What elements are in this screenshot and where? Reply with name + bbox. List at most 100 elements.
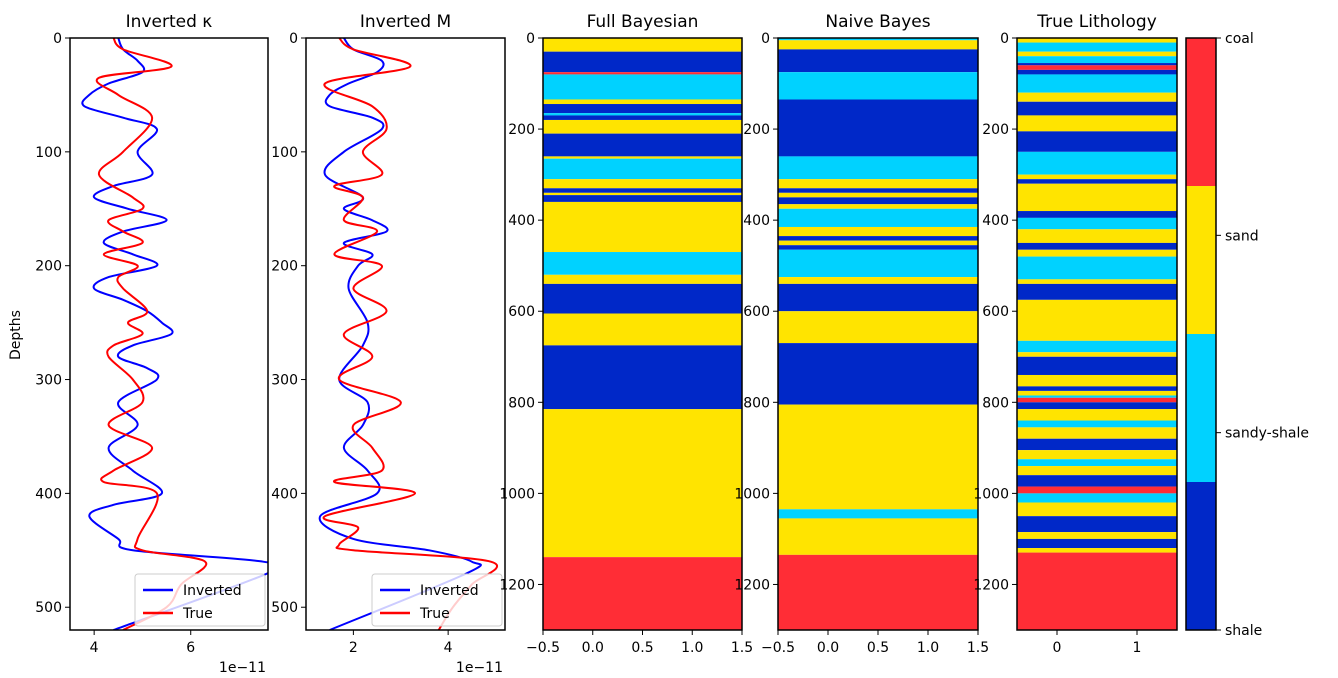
layer-sand (1017, 548, 1177, 553)
layer-shale (1017, 211, 1177, 218)
colorbar-coal (1186, 38, 1216, 186)
x-tick-label: 6 (186, 640, 195, 656)
series-inverted-line (318, 38, 482, 630)
layer-shale (543, 104, 742, 114)
layer-coal (1017, 486, 1177, 494)
y-tick-label: 0 (526, 31, 535, 47)
y-tick-label: 1000 (499, 486, 535, 502)
axes-frame (1016, 37, 1178, 631)
panel-2: Inverted True 1e−11 Inverted M 0 100 200 300 400… (271, 12, 506, 676)
colorbar-label-shale: shale (1225, 623, 1262, 639)
y-tick-label: 1200 (499, 577, 535, 593)
y-tick-label: 1000 (734, 486, 770, 502)
y-tick-label: 200 (508, 122, 535, 138)
y-tick-label: 600 (743, 304, 770, 320)
x-tick-label: 1 (1133, 640, 1142, 656)
y-tick-label: 100 (271, 145, 298, 161)
layer-sand (1017, 352, 1177, 357)
layer-sand (1017, 229, 1177, 243)
layer-sandy-shale (778, 509, 978, 519)
lithology-layers (543, 38, 742, 630)
layer-shale (1017, 538, 1177, 549)
panel-title: Inverted κ (126, 12, 213, 32)
layer-sandy-shale (778, 72, 978, 100)
layer-shale (778, 188, 978, 193)
layer-sand (1017, 299, 1177, 341)
layer-sand (1017, 427, 1177, 439)
log-curves (318, 38, 499, 630)
colorbar-shale (1186, 482, 1216, 630)
lithology-layers (778, 38, 978, 630)
layer-sand (543, 192, 742, 196)
y-tick-label: 200 (743, 122, 770, 138)
panel-title: Naive Bayes (825, 12, 930, 32)
series-inverted-line (81, 38, 268, 630)
layer-sandy-shale (543, 113, 742, 116)
colorbar-label-coal: coal (1225, 31, 1254, 47)
layer-sand (543, 179, 742, 189)
x-tick-label: −0.5 (761, 640, 795, 656)
y-tick-label: 100 (35, 145, 62, 161)
layer-sandy-shale (1017, 420, 1177, 428)
y-tick-label: 400 (982, 213, 1009, 229)
layer-shale (543, 51, 742, 73)
x-tick-label: 0.0 (817, 640, 839, 656)
x-offset-label: 1e−11 (219, 660, 266, 676)
lithology-layers (1017, 38, 1177, 630)
layer-shale (778, 236, 978, 241)
y-tick-label: 800 (982, 395, 1009, 411)
y-tick-label: 0 (289, 31, 298, 47)
colorbar-sandy-shale (1186, 334, 1216, 482)
layer-sandy-shale (1017, 74, 1177, 93)
layer-coal (1017, 397, 1177, 403)
axes-frame (69, 37, 269, 631)
layer-sand (778, 226, 978, 237)
x-tick-label: 0.5 (631, 640, 653, 656)
layer-sandy-shale (778, 156, 978, 180)
layer-coal (1017, 552, 1177, 630)
y-tick-label: 0 (53, 31, 62, 47)
layer-shale (543, 115, 742, 120)
layer-shale (1017, 179, 1177, 184)
layer-sandy-shale (778, 208, 978, 227)
panel-title: Inverted M (360, 12, 451, 32)
layer-shale (778, 197, 978, 205)
layer-shale (1017, 475, 1177, 487)
layer-shale (1017, 402, 1177, 410)
layer-shale (1017, 386, 1177, 391)
layer-shale (1017, 356, 1177, 375)
layer-sand (778, 192, 978, 198)
layer-shale (543, 345, 742, 410)
x-tick-label: 1.0 (681, 640, 703, 656)
y-tick-label: 500 (35, 600, 62, 616)
axes-frame (305, 37, 506, 631)
layer-shale (1017, 283, 1177, 300)
series-true-line (322, 38, 499, 630)
layer-sand (1017, 183, 1177, 212)
layer-sand (1017, 174, 1177, 180)
y-tick-label: 0 (761, 31, 770, 47)
layer-shale (1017, 438, 1177, 451)
layer-shale (1017, 101, 1177, 116)
colorbar-sand (1186, 186, 1216, 334)
x-tick-label: 4 (90, 640, 99, 656)
colorbar-frame (1185, 37, 1217, 631)
x-tick-label: 0.5 (867, 640, 889, 656)
layer-sand (543, 38, 742, 52)
layer-sandy-shale (778, 38, 978, 41)
layer-shale (543, 188, 742, 193)
layer-sand (543, 201, 742, 253)
y-tick-label: 500 (271, 600, 298, 616)
layer-sandy-shale (543, 158, 742, 180)
layer-sand (1017, 502, 1177, 517)
legend: Inverted True (371, 573, 503, 627)
x-tick-label: 4 (444, 640, 453, 656)
legend-label-true: True (419, 606, 450, 622)
x-tick-label: 1.5 (731, 640, 753, 656)
layer-sand (543, 274, 742, 284)
layer-sand (1017, 38, 1177, 43)
log-curves (81, 38, 268, 630)
layer-sandy-shale (1017, 151, 1177, 175)
y-tick-label: 300 (35, 373, 62, 389)
